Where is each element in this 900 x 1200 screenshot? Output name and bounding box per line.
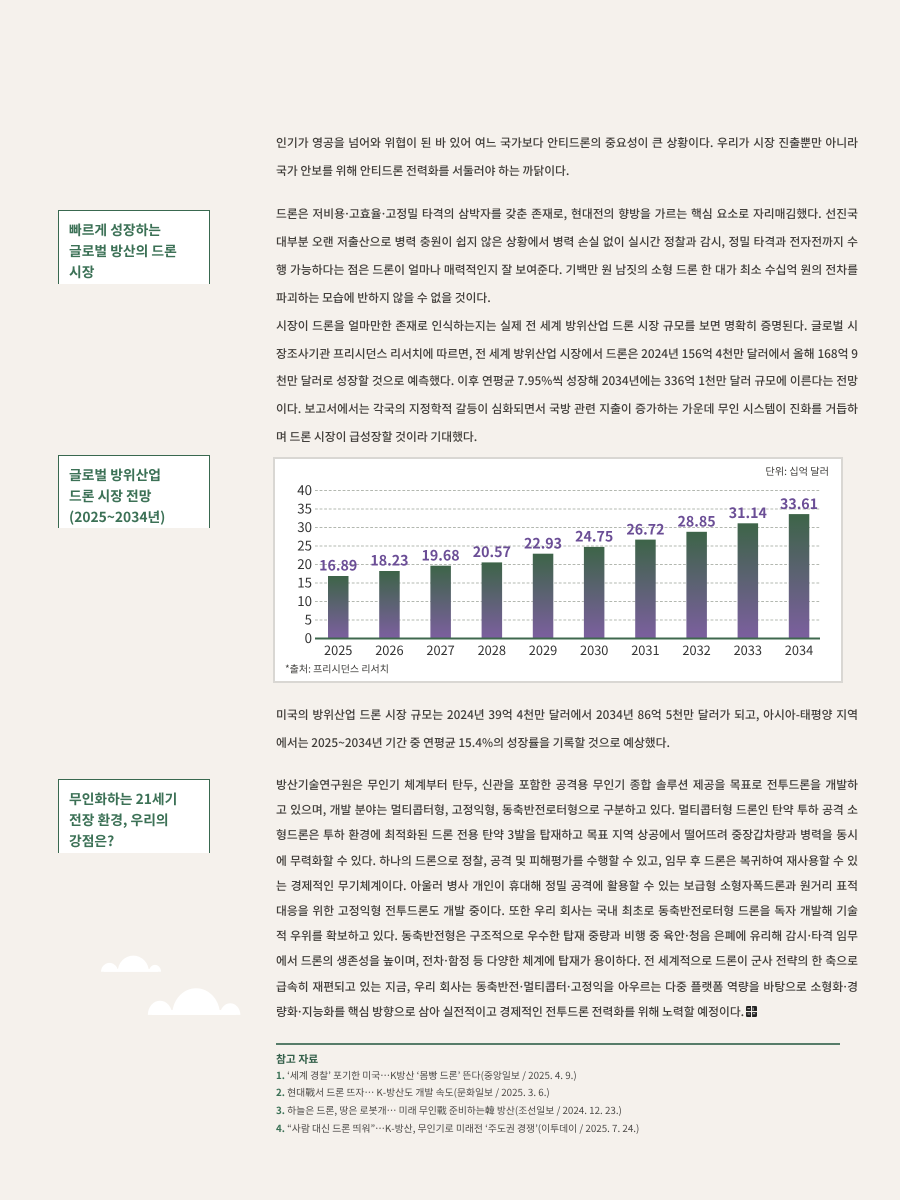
svg-text:2033: 2033 <box>734 640 762 659</box>
svg-text:35: 35 <box>297 499 312 518</box>
svg-text:25: 25 <box>297 536 312 555</box>
svg-text:31.14: 31.14 <box>729 503 767 523</box>
svg-text:*출처: 프리시던스 리서치: *출처: 프리시던스 리서치 <box>285 661 389 676</box>
svg-text:2026: 2026 <box>375 640 403 659</box>
svg-text:22.93: 22.93 <box>524 533 562 553</box>
svg-text:2031: 2031 <box>631 640 659 659</box>
svg-text:40: 40 <box>297 480 312 499</box>
svg-text:10: 10 <box>297 591 312 610</box>
svg-text:0: 0 <box>305 628 312 647</box>
svg-text:19.68: 19.68 <box>422 545 460 565</box>
svg-text:2025: 2025 <box>324 640 352 659</box>
svg-text:24.75: 24.75 <box>575 527 613 547</box>
svg-text:2029: 2029 <box>529 640 557 659</box>
svg-text:15: 15 <box>297 573 312 592</box>
svg-text:16.89: 16.89 <box>319 556 357 576</box>
svg-text:2030: 2030 <box>580 640 608 659</box>
svg-text:20.57: 20.57 <box>473 542 511 562</box>
svg-text:26.72: 26.72 <box>626 519 664 539</box>
svg-text:2028: 2028 <box>478 640 506 659</box>
svg-text:28.85: 28.85 <box>678 512 716 532</box>
svg-text:2027: 2027 <box>426 640 454 659</box>
svg-text:30: 30 <box>297 517 312 536</box>
svg-text:2034: 2034 <box>785 640 813 659</box>
svg-text:18.23: 18.23 <box>370 551 408 571</box>
svg-text:5: 5 <box>305 610 312 629</box>
svg-text:33.61: 33.61 <box>780 494 818 514</box>
svg-text:20: 20 <box>297 554 312 573</box>
svg-text:단위: 십억 달러: 단위: 십억 달러 <box>765 463 829 478</box>
svg-text:2032: 2032 <box>682 640 710 659</box>
